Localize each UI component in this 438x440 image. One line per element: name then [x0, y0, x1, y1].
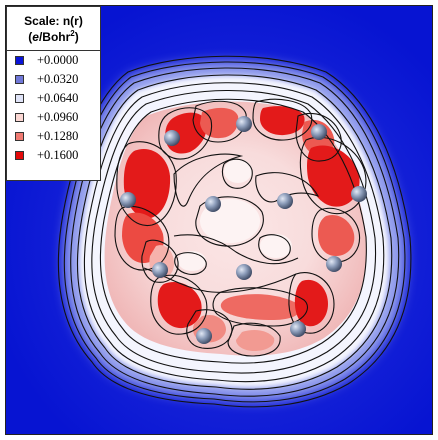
atom-sphere — [311, 124, 327, 140]
legend-swatch — [15, 94, 24, 103]
legend-value: +0.0640 — [37, 91, 79, 105]
legend-entry: +0.0960 — [7, 108, 100, 127]
legend-divider — [7, 50, 100, 51]
legend-value: +0.1280 — [37, 129, 79, 143]
legend-value: +0.0320 — [37, 72, 79, 86]
legend-entry: +0.0640 — [7, 89, 100, 108]
atom-sphere — [205, 196, 221, 212]
legend-entry: +0.1280 — [7, 127, 100, 146]
atom-sphere — [236, 264, 252, 280]
atom-sphere — [152, 262, 168, 278]
legend-value: +0.0000 — [37, 53, 79, 67]
legend-value: +0.0960 — [37, 110, 79, 124]
atom-sphere — [290, 321, 306, 337]
atoms — [120, 116, 367, 344]
legend-unit-exponent: 2 — [70, 29, 75, 38]
legend-unit-electron: e — [32, 30, 39, 44]
atom-sphere — [236, 116, 252, 132]
legend-swatch — [15, 132, 24, 141]
legend-swatch — [15, 56, 24, 65]
color-scale-legend: Scale: n(r) (e/Bohr2) +0.0000 +0.0320 +0… — [6, 6, 101, 181]
atom-sphere — [277, 193, 293, 209]
density-map — [6, 6, 432, 434]
atom-sphere — [164, 130, 180, 146]
atom-sphere — [196, 328, 212, 344]
legend-entry: +0.0000 — [7, 51, 100, 70]
legend-swatch — [15, 113, 24, 122]
legend-value: +0.1600 — [37, 148, 79, 162]
high-density-lobes — [122, 106, 360, 351]
density-plot — [5, 5, 433, 435]
legend-unit-close: ) — [74, 30, 79, 44]
legend-entry: +0.1600 — [7, 146, 100, 165]
contour-lines — [57, 55, 412, 408]
legend-unit-open: ( — [28, 30, 33, 44]
atom-sphere — [120, 192, 136, 208]
legend-entry: +0.0320 — [7, 70, 100, 89]
atom-sphere — [351, 186, 367, 202]
legend-swatch — [15, 75, 24, 84]
atom-sphere — [326, 256, 342, 272]
legend-title: Scale: n(r) — [24, 14, 83, 28]
legend-swatch — [15, 151, 24, 160]
legend-unit-main: /Bohr — [38, 30, 71, 44]
legend-unit: (e/Bohr2) — [7, 29, 100, 45]
